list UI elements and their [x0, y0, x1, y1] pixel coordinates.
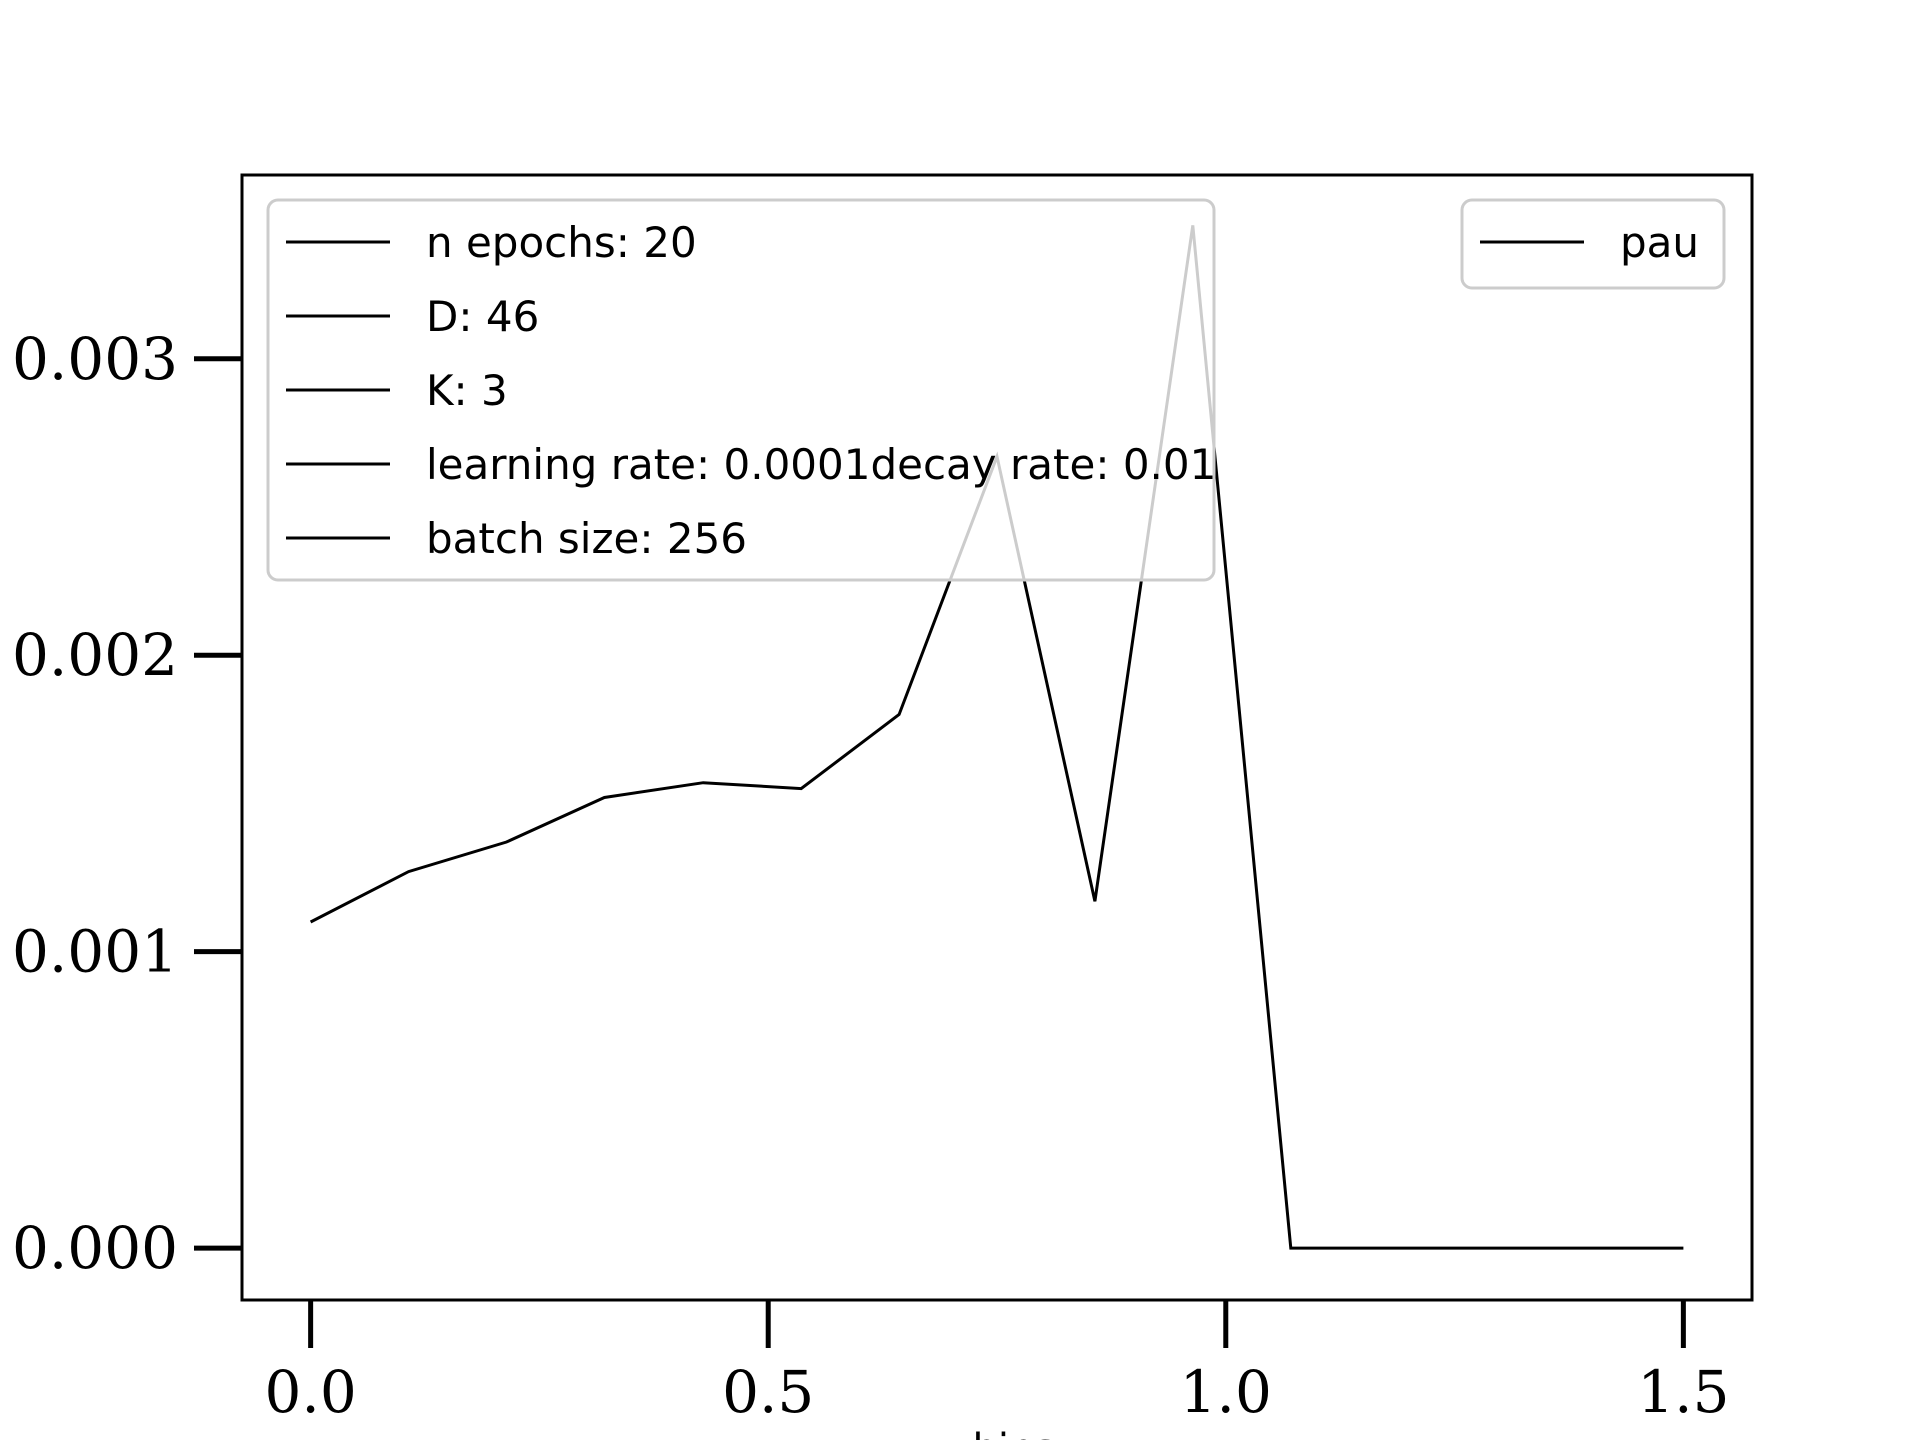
legend-entry-label: D: 46 — [426, 292, 539, 341]
y-tick-label: 0.001 — [12, 918, 178, 986]
legend-upper-right: pau — [1460, 198, 1726, 290]
x-tick-label: 1.5 — [1637, 1358, 1729, 1426]
legend-entry-label: K: 3 — [426, 366, 508, 415]
legend-entry-label: n epochs: 20 — [426, 218, 697, 267]
y-axis: 0.000 0.001 0.002 0.003 — [12, 325, 242, 1282]
legend-upper-left: n epochs: 20 D: 46 K: 3 learning rate: 0.00… — [266, 198, 1216, 582]
x-axis: 0.0 0.5 1.0 1.5 — [265, 1300, 1729, 1426]
x-tick-label: 0.0 — [265, 1358, 357, 1426]
y-tick-label: 0.000 — [12, 1214, 178, 1282]
y-tick-label: 0.002 — [12, 621, 178, 689]
legend-layer: n epochs: 20 D: 46 K: 3 learning rate: 0.00… — [266, 198, 1726, 582]
x-tick-label: 0.5 — [722, 1358, 814, 1426]
x-tick-label: 1.0 — [1180, 1358, 1272, 1426]
legend-frame — [266, 198, 1216, 582]
legend-entry-label: learning rate: 0.0001decay rate: 0.01 — [426, 440, 1216, 489]
x-axis-label: z bins — [939, 1426, 1055, 1440]
legend-entry-label: batch size: 256 — [426, 514, 747, 563]
plot-frame — [240, 173, 1754, 1302]
y-tick-label: 0.003 — [12, 325, 178, 393]
legend-entry-label: pau — [1620, 218, 1699, 267]
legend-frame — [1460, 198, 1726, 290]
